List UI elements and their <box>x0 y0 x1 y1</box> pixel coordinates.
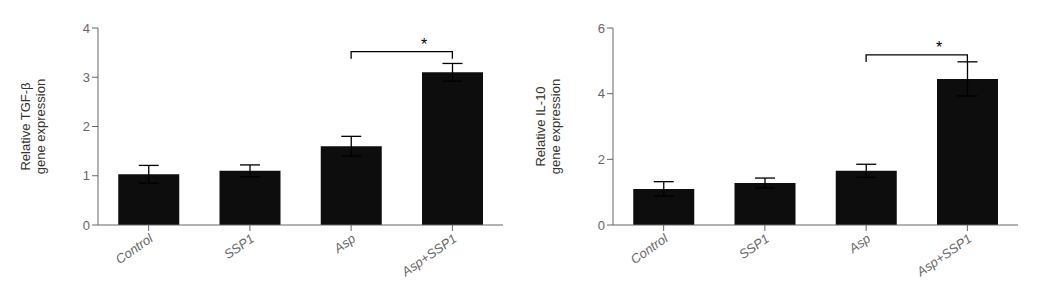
svg-text:6: 6 <box>598 21 605 36</box>
svg-text:Relative TGF-βgene expression: Relative TGF-βgene expression <box>17 79 47 174</box>
svg-text:2: 2 <box>83 119 90 134</box>
svg-text:3: 3 <box>83 70 90 85</box>
svg-text:1: 1 <box>83 168 90 183</box>
svg-text:Asp: Asp <box>845 231 873 257</box>
svg-text:Asp+SSP1: Asp+SSP1 <box>398 231 459 280</box>
svg-text:2: 2 <box>598 152 605 167</box>
svg-text:Control: Control <box>113 230 157 267</box>
svg-text:4: 4 <box>598 86 605 101</box>
svg-text:0: 0 <box>83 218 90 233</box>
svg-text:Control: Control <box>628 230 672 267</box>
svg-text:4: 4 <box>83 21 90 36</box>
svg-text:*: * <box>421 36 427 53</box>
svg-text:Asp+SSP1: Asp+SSP1 <box>913 231 974 280</box>
svg-text:SSP1: SSP1 <box>221 231 257 262</box>
svg-text:*: * <box>936 39 942 56</box>
svg-text:Asp: Asp <box>330 231 358 257</box>
svg-text:SSP1: SSP1 <box>736 231 772 262</box>
svg-text:0: 0 <box>598 218 605 233</box>
svg-text:Relative IL-10gene expression: Relative IL-10gene expression <box>532 79 562 174</box>
